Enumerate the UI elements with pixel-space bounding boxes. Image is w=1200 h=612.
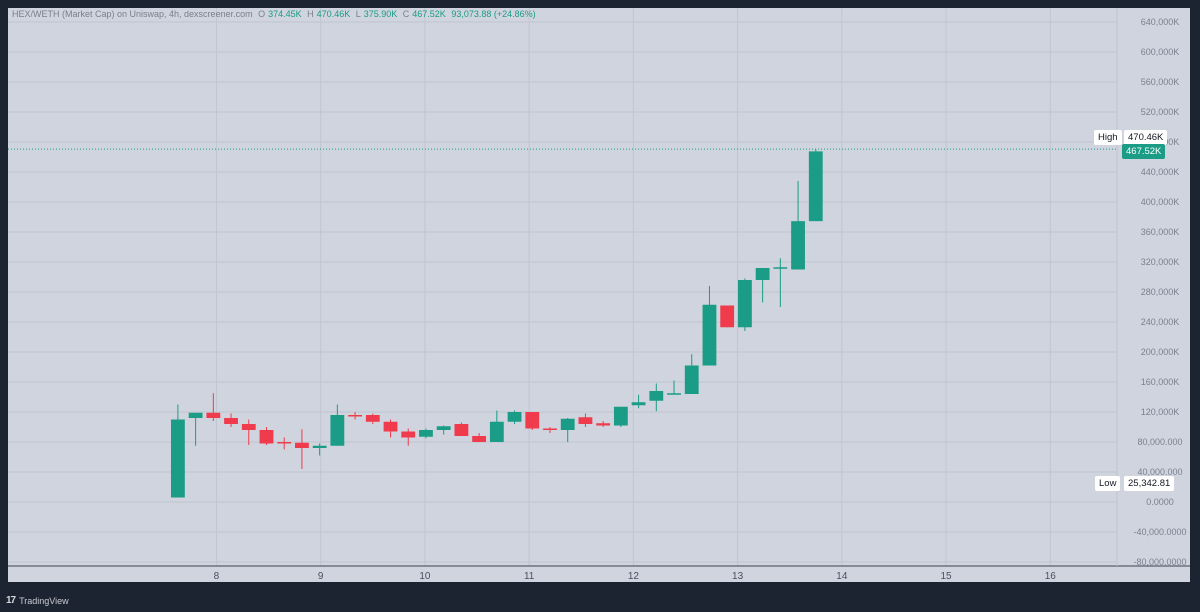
- x-tick-label: 9: [318, 571, 324, 582]
- candle-body: [277, 442, 292, 444]
- candle-body: [489, 421, 504, 442]
- candle-body: [454, 424, 469, 436]
- y-tick-label: 320,000K: [1141, 257, 1180, 267]
- last-price-tag: 467.52K: [1122, 144, 1166, 159]
- y-tick-label: 440,000K: [1141, 167, 1180, 177]
- candle-body: [720, 305, 735, 328]
- candle-body: [472, 436, 487, 442]
- candle-body: [560, 418, 575, 430]
- candle-body: [755, 268, 770, 280]
- candle-body: [330, 415, 345, 446]
- candle-body: [543, 428, 557, 430]
- open-value: 374.45K: [268, 9, 302, 19]
- open-label: O: [258, 9, 266, 19]
- y-tick-label: 80,000.000: [1137, 437, 1182, 447]
- candle-body: [613, 406, 628, 426]
- candle-body: [419, 430, 433, 437]
- high-marker-label: High: [1094, 130, 1122, 145]
- plot-background: [8, 8, 1190, 582]
- x-tick-label: 13: [732, 571, 744, 582]
- candle-body: [348, 415, 362, 417]
- low-value: 375.90K: [363, 9, 398, 19]
- candle-body: [224, 418, 238, 424]
- candle-body: [808, 151, 823, 222]
- y-tick-label: 560,000K: [1141, 77, 1180, 87]
- low-marker-value: 25,342.81: [1124, 476, 1175, 491]
- candle-body: [596, 423, 611, 426]
- candle-body: [791, 221, 805, 270]
- y-tick-label: 200,000K: [1141, 347, 1180, 357]
- candle-body: [312, 445, 327, 448]
- candle-body: [684, 365, 699, 394]
- x-tick-label: 12: [628, 571, 640, 582]
- candle-body: [525, 412, 540, 429]
- candle-body: [773, 267, 788, 269]
- y-tick-label: 600,000K: [1141, 47, 1180, 57]
- y-tick-label: 360,000K: [1141, 227, 1180, 237]
- y-tick-label: 640,000K: [1141, 17, 1180, 27]
- high-label: H: [307, 9, 314, 19]
- y-tick-label: 120,000K: [1141, 407, 1180, 417]
- low-label: L: [355, 9, 361, 19]
- candle-body: [365, 415, 380, 422]
- y-tick-label: 400,000K: [1141, 197, 1180, 207]
- candle-body: [170, 419, 185, 498]
- tradingview-brand: TradingView: [19, 595, 69, 606]
- y-tick-label: 160,000K: [1141, 377, 1180, 387]
- close-label: C: [402, 9, 410, 19]
- low-marker-label: Low: [1095, 476, 1121, 491]
- candle-body: [507, 412, 522, 422]
- x-tick-label: 15: [941, 571, 953, 582]
- y-tick-label: 40,000.000: [1137, 467, 1182, 477]
- tradingview-icon: 17: [6, 595, 16, 606]
- candle-body: [383, 421, 398, 432]
- x-tick-label: 11: [524, 571, 535, 582]
- candle-body: [578, 417, 593, 424]
- candle-body: [295, 442, 309, 448]
- footer-bar: [0, 590, 1200, 612]
- x-tick-label: 14: [836, 571, 848, 582]
- close-value: 467.52K: [412, 9, 446, 19]
- candle-body: [737, 280, 752, 328]
- x-tick-label: 8: [214, 571, 220, 582]
- ohlc-legend: HEX/WETH (Market Cap) on Uniswap, 4h, de…: [12, 9, 539, 19]
- y-tick-label: 280,000K: [1141, 287, 1180, 297]
- y-tick-label: 240,000K: [1141, 317, 1180, 327]
- high-marker-value: 470.46K: [1124, 130, 1168, 145]
- candle-body: [702, 304, 717, 366]
- candle-body: [259, 430, 274, 444]
- high-value: 470.46K: [316, 9, 351, 19]
- candle-body: [436, 426, 451, 430]
- symbol-title: HEX/WETH (Market Cap) on Uniswap, 4h, de…: [12, 9, 253, 19]
- y-tick-label: 520,000K: [1141, 107, 1180, 117]
- candle-body: [206, 412, 221, 418]
- change-value: 93,073.88 (+24.86%): [451, 9, 536, 19]
- x-tick-label: 10: [419, 571, 431, 582]
- candle-body: [188, 412, 203, 418]
- candle-body: [241, 424, 256, 430]
- candle-body: [667, 393, 681, 395]
- x-tick-label: 16: [1045, 571, 1057, 582]
- y-tick-label: -40,000.0000: [1133, 527, 1186, 537]
- candle-body: [631, 402, 646, 406]
- y-tick-label: 0.0000: [1146, 497, 1174, 507]
- tradingview-logo[interactable]: 17 TradingView: [6, 595, 69, 606]
- y-tick-label: -80,000.0000: [1133, 557, 1186, 567]
- candle-body: [649, 391, 664, 401]
- candle-body: [401, 431, 416, 438]
